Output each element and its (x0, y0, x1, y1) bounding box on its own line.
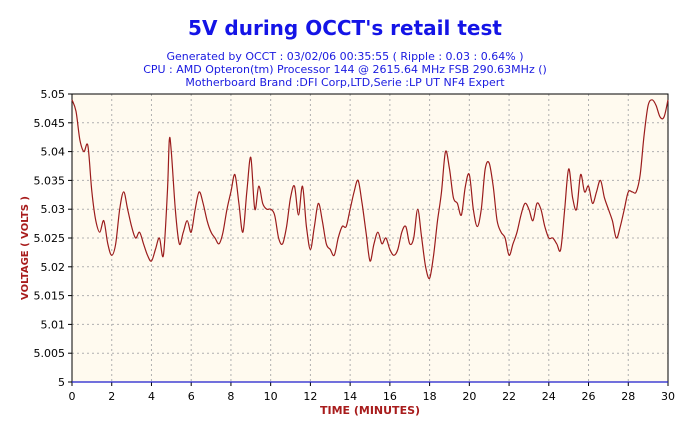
x-tick-label: 26 (582, 390, 596, 403)
voltage-series-line (71, 99, 669, 280)
y-tick-label: 5.01 (41, 318, 66, 331)
y-tick-label: 5.005 (34, 347, 66, 360)
subtitle-generated: Generated by OCCT : 03/02/06 00:35:55 ( … (166, 50, 524, 63)
y-axis-label: VOLTAGE ( VOLTS ) (20, 196, 31, 300)
x-tick-label: 14 (343, 390, 357, 403)
y-tick-label: 5.025 (34, 232, 66, 245)
subtitle-cpu: CPU : AMD Opteron(tm) Processor 144 @ 26… (143, 63, 547, 76)
x-tick-label: 22 (502, 390, 516, 403)
x-tick-label: 4 (148, 390, 155, 403)
x-tick-label: 18 (423, 390, 437, 403)
x-tick-label: 16 (383, 390, 397, 403)
x-tick-label: 6 (188, 390, 195, 403)
subtitle-motherboard: Motherboard Brand :DFI Corp,LTD,Serie :L… (185, 76, 505, 89)
x-tick-label: 20 (462, 390, 476, 403)
x-tick-label: 10 (264, 390, 278, 403)
chart-title: 5V during OCCT's retail test (188, 16, 502, 40)
y-tick-label: 5.015 (34, 290, 66, 303)
x-tick-label: 0 (69, 390, 76, 403)
x-tick-label: 12 (303, 390, 317, 403)
y-tick-label: 5.04 (41, 146, 66, 159)
x-axis-label: TIME (MINUTES) (320, 404, 420, 417)
x-tick-label: 28 (621, 390, 635, 403)
y-tick-label: 5.035 (34, 174, 66, 187)
x-tick-label: 30 (661, 390, 675, 403)
x-tick-label: 24 (542, 390, 556, 403)
x-tick-label: 8 (227, 390, 234, 403)
y-tick-label: 5.045 (34, 117, 66, 130)
x-tick-label: 2 (108, 390, 115, 403)
y-tick-label: 5.03 (41, 203, 66, 216)
y-tick-label: 5 (58, 376, 65, 389)
y-tick-label: 5.02 (41, 261, 66, 274)
y-tick-label: 5.05 (41, 88, 66, 101)
